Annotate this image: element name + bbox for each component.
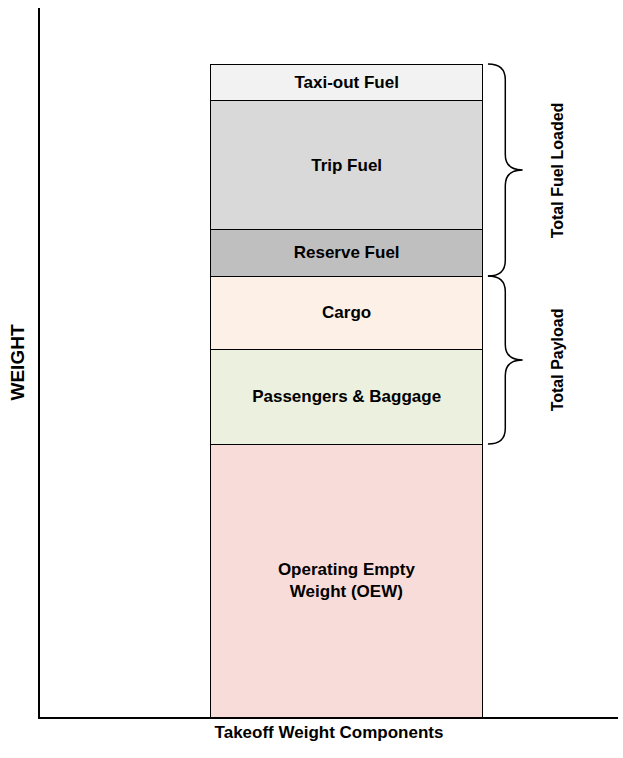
- svg-text:WEIGHT: WEIGHT: [7, 324, 28, 400]
- svg-text:Operating EmptyWeight (OEW): Operating EmptyWeight (OEW): [278, 560, 416, 601]
- svg-text:Takeoff Weight Components: Takeoff Weight Components: [215, 723, 444, 742]
- svg-text:Reserve Fuel: Reserve Fuel: [294, 243, 400, 262]
- svg-text:Passengers & Baggage: Passengers & Baggage: [252, 387, 441, 406]
- svg-text:Taxi-out Fuel: Taxi-out Fuel: [294, 73, 399, 92]
- svg-text:Total Payload: Total Payload: [549, 308, 566, 411]
- svg-text:Total Fuel Loaded: Total Fuel Loaded: [549, 103, 566, 239]
- svg-text:Trip Fuel: Trip Fuel: [311, 156, 382, 175]
- svg-text:Cargo: Cargo: [322, 303, 371, 322]
